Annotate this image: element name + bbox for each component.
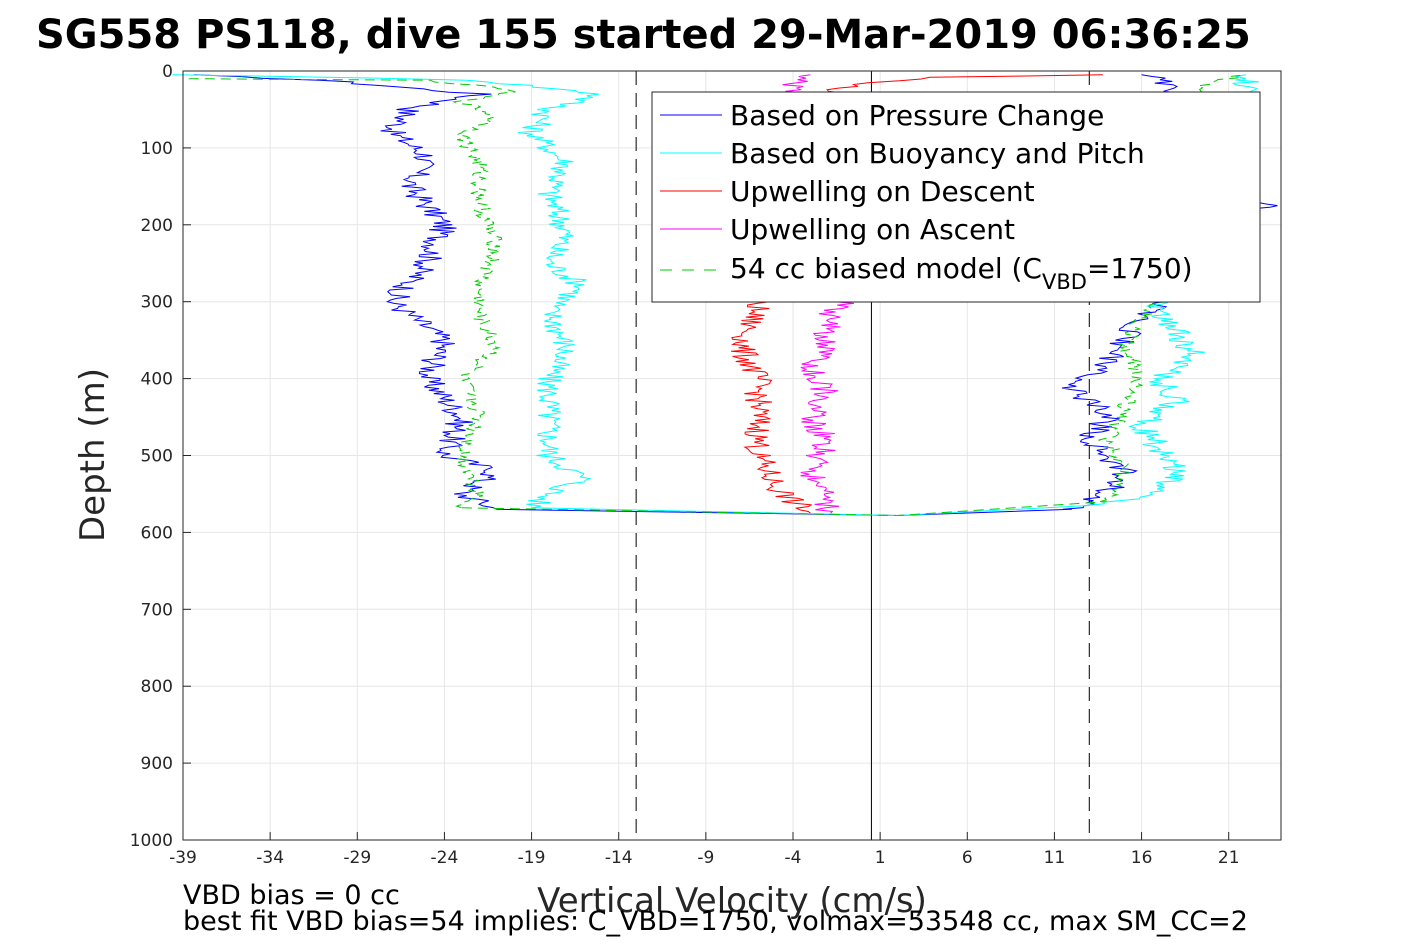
legend-label-pressure: Based on Pressure Change <box>730 99 1104 132</box>
x-tick-label-7: -4 <box>785 848 802 868</box>
legend-box <box>651 91 1261 303</box>
y-tick-label-10: 1000 <box>130 831 173 851</box>
x-tick-label-1: -34 <box>256 848 284 868</box>
y-tick-label-4: 400 <box>141 370 173 390</box>
x-tick-label-12: 21 <box>1218 848 1240 868</box>
x-tick-label-9: 6 <box>962 848 973 868</box>
y-tick-label-3: 300 <box>141 293 173 313</box>
legend-label-biased-model-end: =1750) <box>1087 252 1193 285</box>
x-tick-label-10: 11 <box>1044 848 1066 868</box>
x-tick-label-11: 16 <box>1131 848 1153 868</box>
y-tick-label-6: 600 <box>141 523 173 543</box>
x-tick-label-4: -19 <box>518 848 546 868</box>
legend-label-upwelling-descent: Upwelling on Descent <box>730 175 1035 208</box>
note-line-1: VBD bias = 0 cc <box>183 880 400 911</box>
legend-label-biased-model-main: 54 cc biased model (C <box>730 252 1042 285</box>
x-tick-label-0: -39 <box>169 848 197 868</box>
note-line-2: best fit VBD bias=54 implies: C_VBD=1750… <box>183 906 1248 937</box>
series-0-descent-line <box>193 74 497 510</box>
y-tick-label-0: 0 <box>162 62 173 82</box>
y-tick-label-9: 900 <box>141 754 173 774</box>
legend: Based on Pressure Change Based on Buoyan… <box>651 91 1261 303</box>
series-4-bottom-line <box>461 501 1107 517</box>
y-tick-label-1: 100 <box>141 139 173 159</box>
x-axis-ticks: -39 -34 -29 -24 -19 -14 -9 -4 1 6 11 16 21 <box>169 832 1240 868</box>
x-tick-label-5: -14 <box>605 848 633 868</box>
x-tick-label-3: -24 <box>431 848 459 868</box>
y-tick-label-5: 500 <box>141 447 173 467</box>
series-1-descent-line <box>172 74 599 509</box>
legend-label-buoyancy: Based on Buoyancy and Pitch <box>730 137 1145 170</box>
y-tick-label-8: 800 <box>141 677 173 697</box>
legend-label-biased-model: 54 cc biased model (CVBD=1750) <box>730 252 1193 294</box>
y-tick-label-2: 200 <box>141 216 173 236</box>
legend-label-biased-model-sub: VBD <box>1042 270 1087 294</box>
chart-title: SG558 PS118, dive 155 started 29-Mar-201… <box>36 12 1251 58</box>
series-4-descent-line <box>188 78 516 509</box>
y-tick-label-7: 700 <box>141 600 173 620</box>
x-tick-label-6: -9 <box>697 848 714 868</box>
y-axis-label: Depth (m) <box>73 368 113 542</box>
x-axis-label: Vertical Velocity (cm/s) <box>537 881 927 921</box>
x-tick-label-2: -29 <box>343 848 371 868</box>
x-tick-label-8: 1 <box>875 848 886 868</box>
legend-label-upwelling-ascent: Upwelling on Ascent <box>730 213 1015 246</box>
y-axis-ticks: 0 100 200 300 400 500 600 700 800 900 1000 <box>130 62 191 851</box>
